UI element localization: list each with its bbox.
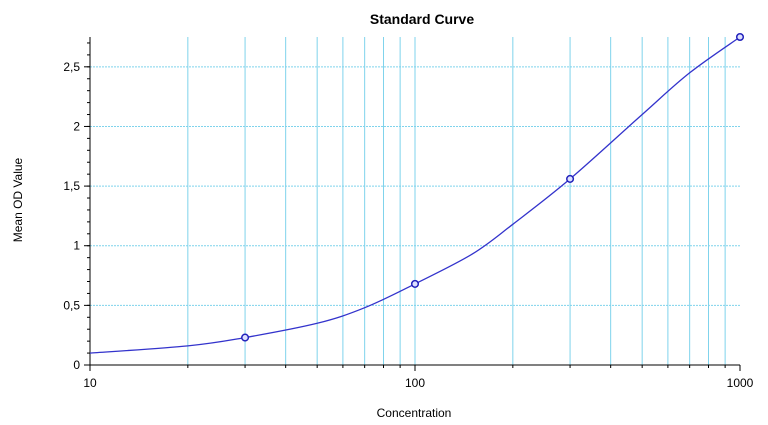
y-tick-label: 0 [73,358,80,372]
series [89,32,745,354]
x-tick-label: 1000 [727,376,754,390]
chart-title: Standard Curve [370,11,474,27]
data-point [566,174,575,183]
y-tick-label: 2 [73,119,80,133]
fit-curve-line [89,36,741,354]
ticks: 0 0,5 1 1,5 2 2,5 10 100 1000 [63,42,754,390]
x-axis-label: Concentration [377,406,452,420]
data-point [410,279,420,288]
y-axis-label: Mean OD Value [11,157,25,242]
data-point [241,333,250,342]
y-tick-label: 2,5 [63,60,80,74]
data-point [735,32,745,42]
y-tick-label: 1,5 [63,179,80,193]
y-tick-label: 0,5 [63,298,80,312]
grid-lines [90,37,740,365]
y-tick-label: 1 [73,239,80,253]
x-tick-label: 10 [83,376,97,390]
x-tick-label: 100 [405,376,425,390]
